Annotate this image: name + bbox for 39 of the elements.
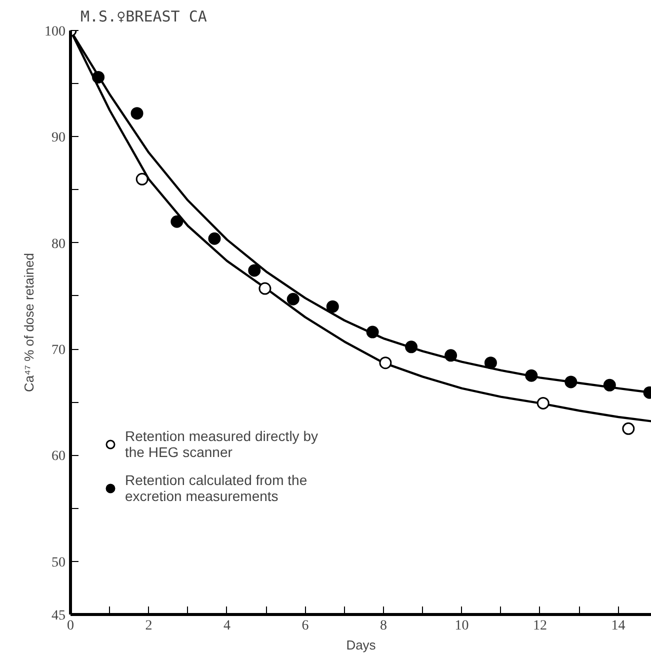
x-tick-label: 6: [302, 618, 309, 634]
y-tick-label: 50: [52, 555, 66, 570]
y-tick-label: 45: [52, 608, 66, 624]
point: [444, 349, 458, 362]
point: [326, 300, 339, 313]
point: [130, 107, 144, 120]
point: [603, 378, 616, 392]
x-tick-label: 12: [532, 618, 547, 634]
point: [366, 326, 379, 338]
point: [208, 232, 221, 245]
chart-title: M.S.♀BREAST CA: [80, 8, 207, 26]
x-tick-label: 0: [67, 618, 74, 634]
y-axis-title: Ca⁴⁷ % of dose retained: [22, 253, 36, 392]
point: [564, 376, 578, 388]
x-tick-label: 2: [145, 618, 152, 634]
x-tick-label: 10: [454, 618, 469, 634]
y-tick-label: 60: [52, 449, 66, 464]
point: [525, 369, 538, 382]
point: [484, 356, 497, 370]
y-tick-label: 70: [52, 343, 66, 358]
point: [136, 172, 148, 186]
y-tick-label: 100: [44, 24, 66, 40]
x-tick-label: 14: [611, 618, 626, 634]
x-axis-title: Days: [346, 638, 376, 652]
point: [622, 422, 635, 435]
y-tick-label: 80: [52, 236, 66, 252]
point: [379, 356, 392, 370]
point: [258, 282, 272, 295]
legend-label: Retention calculated from the excretion measurements: [125, 472, 308, 504]
point: [92, 70, 105, 84]
y-tick-label: 90: [52, 130, 66, 146]
point: [248, 264, 261, 277]
point: [170, 215, 184, 228]
point: [286, 292, 300, 306]
x-tick-label: 8: [380, 618, 387, 634]
legend-label: Retention measured directly by the HEG scanner: [125, 428, 318, 460]
point: [405, 340, 418, 354]
x-tick-label: 4: [224, 618, 230, 634]
point: [536, 396, 550, 410]
